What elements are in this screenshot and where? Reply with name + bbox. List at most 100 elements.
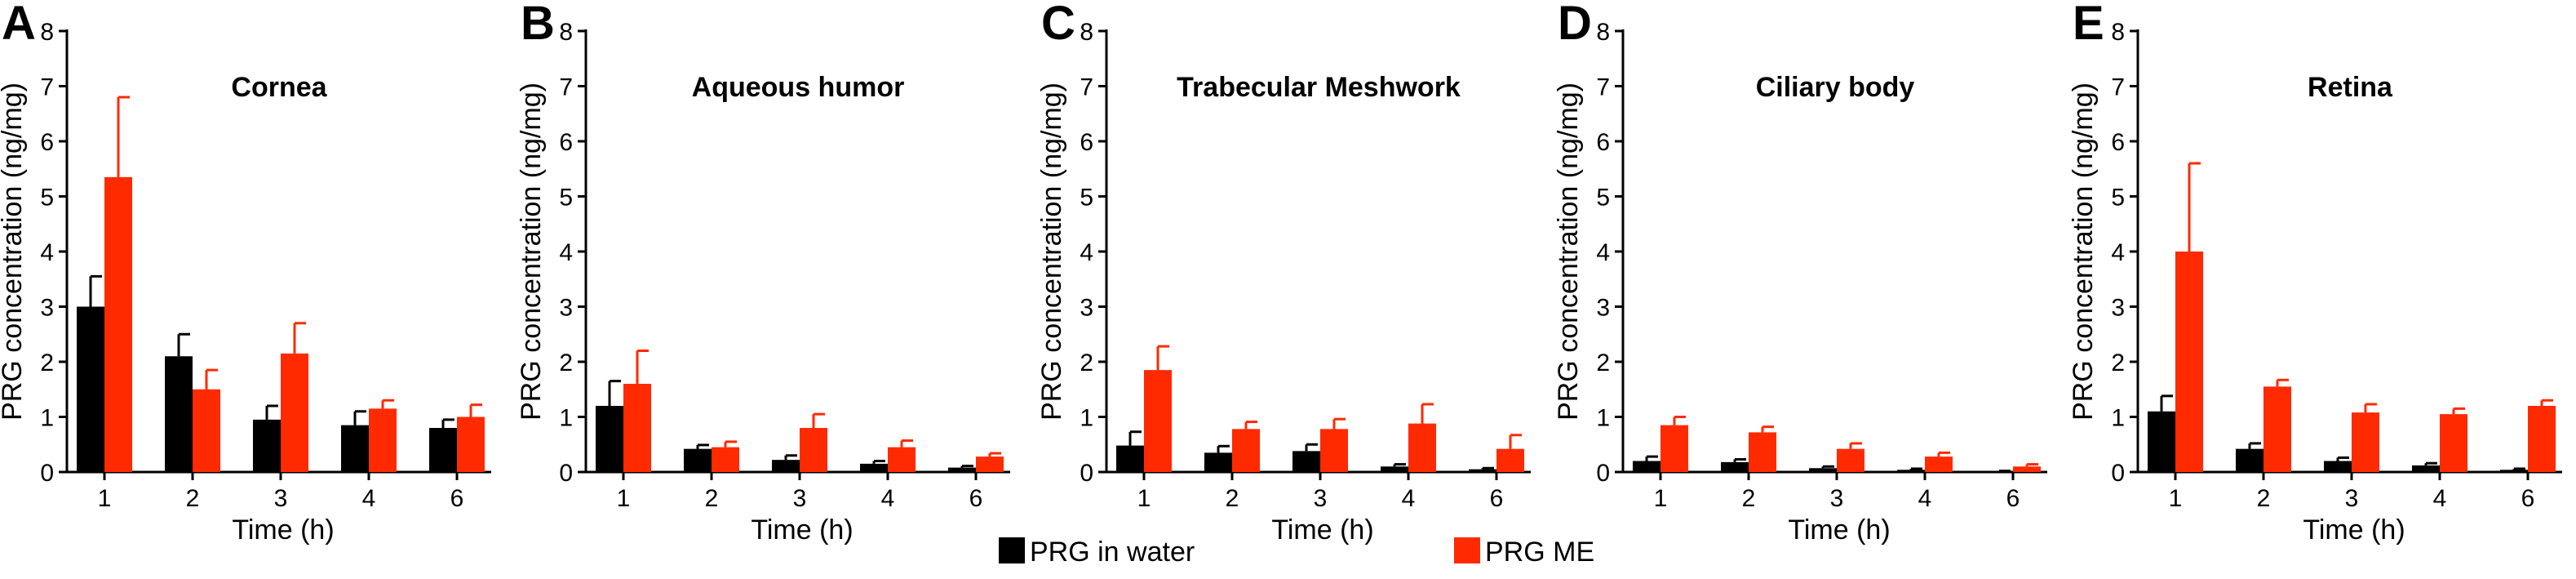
bar-prg-me — [800, 428, 827, 472]
panel-letter: D — [1558, 0, 1592, 50]
y-tick-label: 5 — [1596, 185, 1610, 212]
y-axis-title: PRG concentration (ng/mg) — [1036, 82, 1067, 421]
y-tick-label: 2 — [1080, 350, 1093, 376]
bar-prg-me — [2528, 406, 2556, 472]
y-tick-label: 4 — [559, 239, 573, 266]
y-tick-label: 1 — [40, 405, 54, 432]
y-tick-label: 6 — [1080, 129, 1093, 156]
y-tick-label: 7 — [559, 74, 573, 101]
bar-prg-me — [1232, 429, 1260, 472]
y-tick-label: 3 — [40, 295, 54, 322]
y-tick-label: 1 — [2111, 405, 2125, 432]
panel-c: C Trabecular Meshwork 0 1 2 3 4 5 6 7 8 PRG concent… — [1036, 0, 1531, 546]
panel-b: B Aqueous humor 0 1 2 3 4 5 6 7 8 PRG concentration… — [516, 0, 1010, 546]
bar-prg-in-water — [772, 460, 800, 472]
x-tick-label: 4 — [881, 485, 895, 512]
bar-prg-in-water — [1809, 468, 1837, 472]
y-tick-label: 7 — [2111, 74, 2125, 101]
y-tick-label: 3 — [1080, 295, 1093, 322]
x-tick-label: 1 — [1654, 485, 1668, 512]
panel-letter: A — [2, 0, 36, 50]
legend-swatch-prg-me — [1454, 537, 1480, 563]
x-tick-label: 1 — [617, 485, 631, 512]
bar-prg-in-water — [77, 306, 104, 472]
y-tick-label: 2 — [559, 350, 573, 376]
y-tick-label: 4 — [1596, 239, 1610, 266]
y-tick-label: 8 — [1596, 19, 1610, 46]
x-tick-label: 3 — [274, 485, 288, 512]
y-tick-label: 6 — [2111, 129, 2125, 156]
legend-label-prg-in-water: PRG in water — [1030, 537, 1195, 568]
x-tick-label: 6 — [2006, 485, 2020, 512]
x-tick-label: 6 — [2521, 485, 2535, 512]
panel-title: Aqueous humor — [692, 72, 905, 103]
y-tick-label: 8 — [2111, 19, 2125, 46]
bar-prg-me — [712, 447, 739, 472]
bar-prg-me — [457, 416, 485, 472]
x-axis-title: Time (h) — [1788, 514, 1890, 546]
bar-prg-me — [104, 176, 132, 472]
bar-prg-me — [623, 384, 651, 472]
y-tick-label: 6 — [559, 129, 573, 156]
y-tick-label: 8 — [559, 19, 573, 46]
bar-prg-me — [976, 457, 1004, 472]
bar-prg-me — [2352, 412, 2379, 472]
bar-prg-me — [1408, 423, 1436, 472]
y-tick-label: 2 — [1596, 350, 1610, 376]
y-axis-title: PRG concentration (ng/mg) — [1553, 82, 1584, 421]
y-tick-label: 5 — [1080, 185, 1093, 212]
y-tick-label: 5 — [559, 185, 573, 212]
panel-title: Retina — [2308, 72, 2393, 103]
panel-d: D Ciliary body 0 1 2 3 4 5 6 7 8 PRG concentration … — [1553, 0, 2047, 546]
bar-prg-me — [888, 447, 916, 472]
bar-prg-in-water — [1292, 451, 1320, 472]
x-tick-label: 2 — [186, 485, 200, 512]
y-tick-label: 6 — [40, 129, 54, 156]
x-tick-label: 3 — [793, 485, 807, 512]
x-tick-label: 6 — [1490, 485, 1504, 512]
y-tick-label: 3 — [559, 295, 573, 322]
y-tick-label: 2 — [2111, 350, 2125, 376]
x-tick-label: 2 — [1742, 485, 1756, 512]
x-axis-title: Time (h) — [232, 514, 334, 546]
bar-prg-in-water — [165, 356, 193, 472]
bar-prg-in-water — [2148, 411, 2175, 472]
panel-title: Trabecular Meshwork — [1177, 72, 1461, 103]
bar-prg-in-water — [1721, 461, 1749, 472]
x-tick-label: 3 — [2345, 485, 2359, 512]
y-axis-title: PRG concentration (ng/mg) — [516, 82, 547, 421]
x-tick-label: 4 — [1918, 485, 1932, 512]
bar-prg-me — [1925, 457, 1953, 472]
x-tick-label: 6 — [969, 485, 983, 512]
y-tick-label: 0 — [559, 460, 573, 487]
x-tick-label: 1 — [98, 485, 112, 512]
bar-prg-me — [369, 408, 397, 472]
y-tick-label: 2 — [40, 350, 54, 376]
bar-prg-in-water — [948, 467, 976, 472]
y-tick-label: 4 — [2111, 239, 2125, 266]
x-tick-label: 1 — [2169, 485, 2183, 512]
bar-prg-me — [1749, 432, 1776, 472]
panel-letter: C — [1041, 0, 1075, 50]
x-tick-label: 4 — [1402, 485, 1416, 512]
x-tick-label: 2 — [705, 485, 719, 512]
y-tick-label: 0 — [1596, 460, 1610, 487]
panel-letter: E — [2073, 0, 2104, 50]
y-tick-label: 0 — [2111, 460, 2125, 487]
legend-swatch-prg-in-water — [999, 537, 1025, 563]
y-tick-label: 3 — [1596, 295, 1610, 322]
y-axis-title: PRG concentration (ng/mg) — [0, 82, 28, 421]
y-tick-label: 8 — [40, 19, 54, 46]
bar-prg-me — [2263, 386, 2291, 472]
bar-prg-in-water — [1633, 461, 1660, 472]
y-tick-label: 4 — [1080, 239, 1093, 266]
y-tick-label: 7 — [40, 74, 54, 101]
bar-prg-in-water — [253, 419, 281, 472]
y-tick-label: 0 — [40, 460, 54, 487]
y-axis-title: PRG concentration (ng/mg) — [2068, 82, 2099, 421]
bar-prg-in-water — [1381, 466, 1408, 472]
bar-prg-in-water — [429, 428, 457, 472]
x-tick-label: 2 — [2257, 485, 2271, 512]
bar-prg-in-water — [1469, 469, 1496, 472]
